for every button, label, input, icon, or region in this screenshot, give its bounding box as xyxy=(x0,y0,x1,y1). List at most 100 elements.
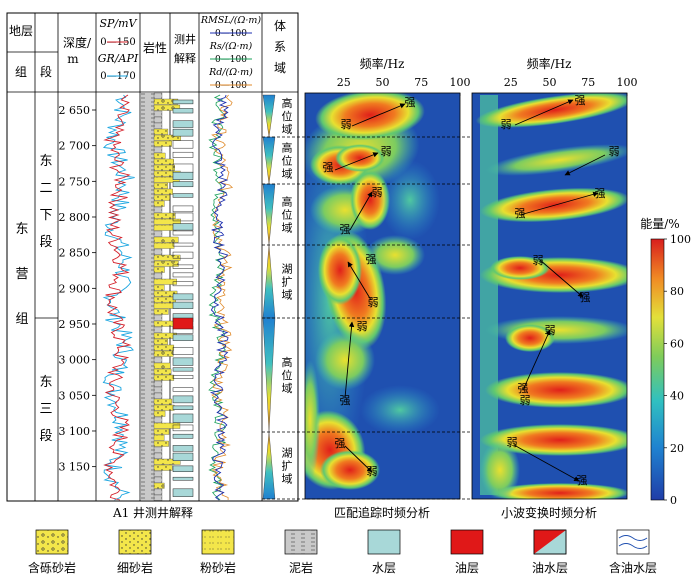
header-rs-scale: 0—100 xyxy=(215,55,247,65)
systems-tract-label: 位 xyxy=(282,208,293,222)
freq-tick-label: 50 xyxy=(376,76,390,89)
char: 三 xyxy=(39,402,52,417)
colorbar-tick-label: 60 xyxy=(670,337,684,350)
mp-spectrum xyxy=(305,93,460,499)
lithology-column xyxy=(141,92,181,501)
left-panel-title: A1 井测井解释 xyxy=(112,506,193,520)
header-depth-line2: m xyxy=(67,52,79,66)
freq-tick-label: 50 xyxy=(543,76,557,89)
legend-label: 泥岩 xyxy=(289,560,313,575)
label-weak: 弱 xyxy=(533,254,544,267)
mp-freq-label: 频率/Hz xyxy=(360,56,405,71)
label-weak: 弱 xyxy=(357,320,368,333)
depth-tick-label: 2 900 xyxy=(59,282,91,295)
wt-title: 小波变换时频分析 xyxy=(501,505,597,520)
char: 段 xyxy=(39,235,52,250)
header-rd-scale: 0—100 xyxy=(215,81,247,91)
legend-label: 油层 xyxy=(455,561,479,575)
char: 东 xyxy=(39,154,52,169)
legend-item-oil-water-layer: 油水层 xyxy=(532,529,568,575)
freq-tick-label: 100 xyxy=(617,76,638,89)
freq-tick-label: 75 xyxy=(414,76,428,89)
label-strong: 强 xyxy=(405,96,416,109)
label-strong: 强 xyxy=(515,207,526,220)
header-rmsl-scale: 0—100 xyxy=(215,29,247,39)
label-strong: 强 xyxy=(518,382,529,395)
label-strong: 强 xyxy=(595,187,606,200)
legend-item-siltstone: 粉砂岩 xyxy=(200,529,236,575)
colorbar-gradient xyxy=(650,238,665,501)
legend-item-oil-layer: 油层 xyxy=(450,529,484,575)
depth-tick-label: 3 150 xyxy=(59,461,91,474)
systems-tract-label: 高 xyxy=(282,195,293,209)
char: 体 xyxy=(274,19,286,33)
header-interp-line1: 测井 xyxy=(174,32,196,46)
systems-tract-label: 位 xyxy=(282,368,293,382)
char: 东 xyxy=(15,222,28,237)
label-weak: 弱 xyxy=(372,186,383,199)
systems-tract-label: 域 xyxy=(282,382,293,395)
legend-item-fine-sandstone: 细砂岩 xyxy=(117,529,153,575)
freq-tick-label: 25 xyxy=(337,76,351,89)
header-rmsl: RMSL/(Ω·m) xyxy=(200,15,262,26)
depth-tick-label: 2 850 xyxy=(59,247,91,260)
well-log-panel: 地层 组 段 深度/ m SP/mV 0—150 GR/API 0—170 岩性… xyxy=(6,12,299,520)
legend-item-pebbly-sandstone: 含砾砂岩 xyxy=(28,529,76,575)
header-rs: Rs/(Ω·m) xyxy=(209,41,253,52)
char: 下 xyxy=(39,208,52,223)
depth-tick-label: 2 800 xyxy=(59,211,91,224)
header-gr: GR/API xyxy=(98,52,139,65)
char: 二 xyxy=(39,181,52,196)
colorbar-tick-label: 100 xyxy=(670,233,691,246)
mp-freq-ticks: 25 50 75 100 xyxy=(337,76,471,96)
depth-tick-label: 3 100 xyxy=(59,425,91,438)
systems-tract-label: 湖 xyxy=(282,447,293,460)
depth-axis: 2 650 2 700 2 750 2 800 2 850 2 900 2 950 3 000… xyxy=(59,104,96,474)
legend-label: 粉砂岩 xyxy=(200,560,236,575)
label-weak: 弱 xyxy=(368,296,379,309)
char: 系 xyxy=(274,40,286,54)
wt-spectrum xyxy=(472,93,627,499)
label-strong: 强 xyxy=(340,223,351,236)
freq-tick-label: 100 xyxy=(450,76,471,89)
mp-title: 匹配追踪时频分析 xyxy=(334,505,430,520)
systems-tract-label: 域 xyxy=(282,222,293,235)
char: 组 xyxy=(15,312,28,327)
systems-tract-label: 位 xyxy=(282,109,293,123)
systems-tract-label: 高 xyxy=(282,96,293,110)
systems-tract-label: 高 xyxy=(282,141,293,155)
label-weak: 弱 xyxy=(341,118,352,131)
depth-tick-label: 2 650 xyxy=(59,104,91,117)
freq-tick-label: 75 xyxy=(581,76,595,89)
systems-tract-label: 域 xyxy=(282,168,293,181)
legend-label: 油水层 xyxy=(532,561,568,575)
label-weak: 弱 xyxy=(609,145,620,158)
char: 营 xyxy=(15,267,28,282)
header-sp: SP/mV xyxy=(99,17,137,30)
header-systems-tract: 体系域 xyxy=(274,19,286,75)
legend-item-mudstone: 泥岩 xyxy=(284,529,318,575)
header-interp-line2: 解释 xyxy=(174,51,196,65)
formation-label: 东营组 xyxy=(15,222,28,327)
wt-freq-ticks: 25 50 75 100 xyxy=(504,76,638,96)
header-depth-line1: 深度/ xyxy=(63,35,92,50)
colorbar-label: 能量/% xyxy=(640,217,679,231)
legend-label: 细砂岩 xyxy=(117,560,153,575)
systems-tract-label: 湖 xyxy=(282,263,293,276)
colorbar-tick-label: 0 xyxy=(670,494,677,507)
colorbar: 能量/% 100 80 60 40 20 0 xyxy=(640,217,691,507)
colorbar-tick-label: 20 xyxy=(670,442,684,455)
header-group: 组 xyxy=(15,65,27,79)
legend: 含砾砂岩 细砂岩 粉砂岩 泥岩 水层 油层 油水层 含油水层 xyxy=(28,529,657,575)
log-curves xyxy=(102,94,234,501)
label-weak: 弱 xyxy=(381,145,392,158)
char: 东 xyxy=(39,375,52,390)
legend-label: 含油水层 xyxy=(609,560,657,575)
colorbar-tick-label: 40 xyxy=(670,390,684,403)
label-strong: 强 xyxy=(340,394,351,407)
interpretation-column xyxy=(172,99,194,497)
